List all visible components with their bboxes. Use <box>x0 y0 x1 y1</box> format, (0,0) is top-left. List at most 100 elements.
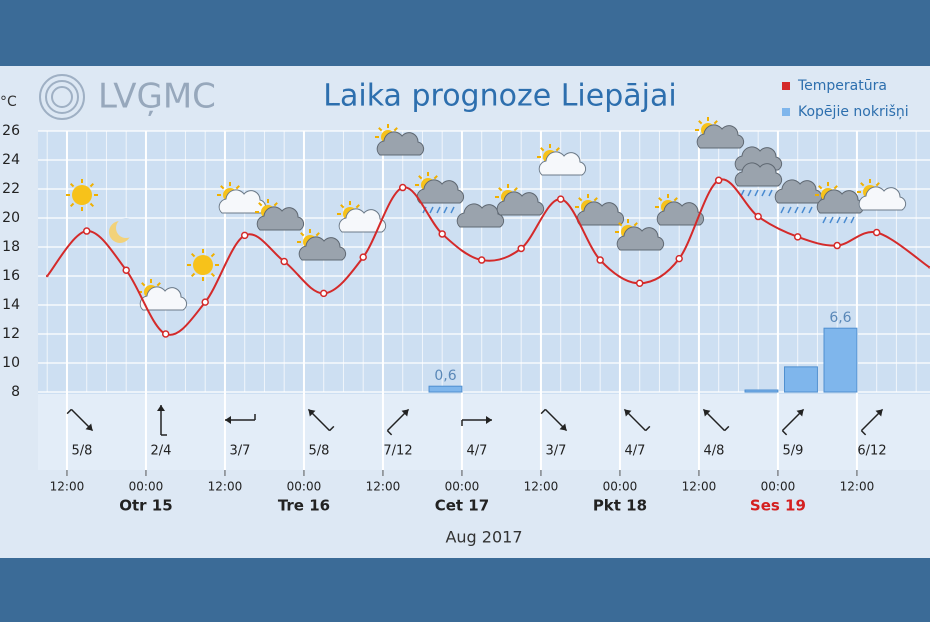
rain <box>801 206 806 214</box>
cloud <box>734 162 783 187</box>
x-tick-label: 12:00 <box>682 480 717 494</box>
wind-label: 7/12 <box>383 444 412 459</box>
x-tick-label: 00:00 <box>287 480 322 494</box>
rain <box>829 216 834 224</box>
temperature-point <box>635 279 644 287</box>
y-tick-label: 14 <box>2 297 20 313</box>
sun-ray <box>513 187 518 192</box>
sun-ray <box>190 252 196 258</box>
wind-barb <box>386 430 393 436</box>
weather-icon <box>297 229 347 261</box>
cloud <box>774 179 823 204</box>
day-label: Cet 17 <box>435 497 489 515</box>
sun-ray <box>698 120 703 125</box>
cloud <box>696 124 745 149</box>
sun-ray <box>593 197 598 202</box>
y-tick-label: 12 <box>2 326 20 342</box>
sun-ray <box>89 182 95 188</box>
rain <box>450 206 455 214</box>
precipitation-bar <box>823 327 858 393</box>
sun-ray <box>633 222 638 227</box>
sun-ray <box>89 202 95 208</box>
sun-ray <box>156 282 161 287</box>
x-tick-label: 12:00 <box>524 480 559 494</box>
day-label: Otr 15 <box>119 497 172 515</box>
sun <box>72 185 92 205</box>
weather-icon <box>337 201 387 233</box>
precipitation-bar <box>428 385 463 393</box>
cloud <box>338 208 387 233</box>
sun-ray <box>220 185 225 190</box>
wind-arrow <box>225 414 256 424</box>
wind-head <box>157 405 165 411</box>
y-tick-label: 22 <box>2 181 20 197</box>
temperature-point <box>793 233 802 241</box>
unit: °C <box>0 94 17 110</box>
sun-ray <box>258 202 263 207</box>
cloud <box>218 189 267 214</box>
weather-icon <box>375 124 425 156</box>
wind-barb <box>540 408 546 415</box>
legend-swatch <box>782 108 790 116</box>
temperature-point <box>754 212 762 221</box>
cloud <box>456 203 505 228</box>
sun-ray <box>315 232 320 237</box>
sun-ray <box>658 197 663 202</box>
rain <box>808 206 813 214</box>
wind-head <box>401 409 409 417</box>
temperature-point <box>556 195 565 203</box>
wind-label: 3/7 <box>546 444 567 459</box>
logo-mark <box>39 74 85 120</box>
day-label: Pkt 18 <box>593 497 647 515</box>
wind-barb <box>66 408 72 415</box>
temperature-point <box>714 176 723 185</box>
sun-ray <box>540 147 545 152</box>
rain <box>429 206 434 214</box>
sun-ray <box>555 147 560 152</box>
sun-ray <box>355 204 360 209</box>
rain <box>754 189 759 197</box>
y-tick-label: 8 <box>11 384 20 400</box>
wind-arrow <box>157 405 167 436</box>
cloud <box>576 201 625 226</box>
wind-label: 4/7 <box>467 444 488 459</box>
temperature-point <box>477 256 486 264</box>
wind-label: 4/8 <box>704 444 725 459</box>
wind-arrow <box>781 408 805 436</box>
wind-label: 5/9 <box>783 444 804 459</box>
wind-arrow <box>307 408 335 432</box>
wind-barb <box>724 425 730 432</box>
weather-icon <box>495 184 545 216</box>
temperature-point <box>398 183 407 192</box>
cloud <box>416 179 465 204</box>
sun-ray <box>498 187 503 192</box>
wind-head <box>225 416 231 424</box>
wind-arrow <box>461 416 492 426</box>
temperature-point <box>319 289 328 298</box>
weather-icon <box>415 172 465 214</box>
sun-ray <box>860 182 865 187</box>
wind-label: 4/7 <box>625 444 646 459</box>
sun-ray <box>418 175 423 180</box>
rain <box>747 189 752 197</box>
wind-label: 2/4 <box>151 444 172 459</box>
temperature-point <box>82 227 91 235</box>
precipitation-bar <box>784 366 818 393</box>
rain <box>761 189 766 197</box>
temperature-point <box>359 253 367 261</box>
sun-ray <box>210 272 216 278</box>
cloud <box>538 151 587 176</box>
rain <box>843 216 848 224</box>
sun-ray <box>69 182 75 188</box>
temperature-point <box>438 230 446 238</box>
sun-ray <box>69 202 75 208</box>
temperature-point <box>517 244 525 253</box>
cloud <box>376 131 425 156</box>
y-tick-label: 24 <box>2 152 20 168</box>
wind-head <box>703 409 711 417</box>
sun-ray <box>300 232 305 237</box>
y-tick-label: 18 <box>2 239 20 255</box>
rain <box>780 206 785 214</box>
weather-icon <box>734 162 783 197</box>
